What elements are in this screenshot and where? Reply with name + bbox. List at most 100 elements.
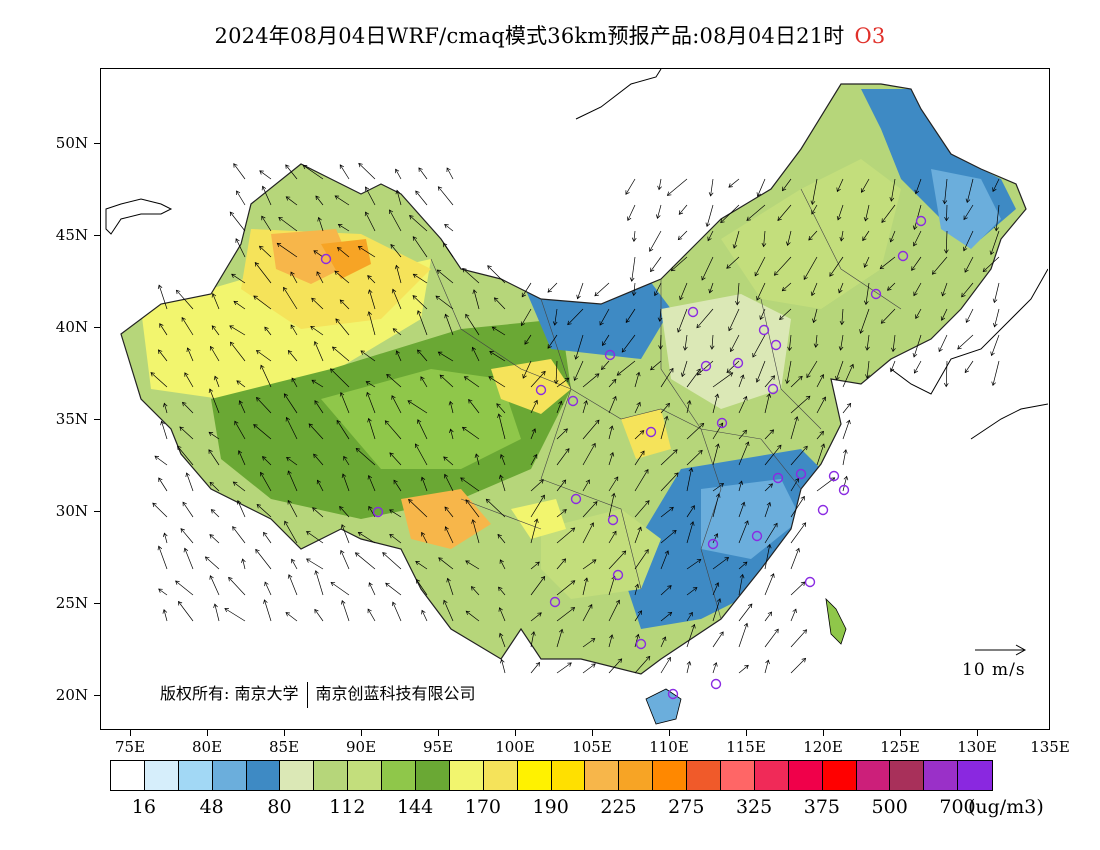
wind-arrowhead xyxy=(745,441,750,447)
wind-arrow xyxy=(547,334,558,349)
wind-arrow xyxy=(738,481,743,492)
wind-arrowhead xyxy=(364,211,370,217)
wind-arrowhead xyxy=(157,284,163,290)
wind-arrow xyxy=(634,430,645,440)
wind-arrow xyxy=(892,334,896,352)
wind-arrowhead xyxy=(233,300,239,306)
wind-arrowhead xyxy=(696,323,701,329)
wind-arrow xyxy=(577,282,584,299)
colorbar-cell xyxy=(449,761,484,790)
wind-arrow xyxy=(385,582,402,596)
wind-arrow xyxy=(340,550,350,570)
wind-arrowhead xyxy=(759,315,764,321)
wind-arrowhead xyxy=(686,660,692,666)
wind-arrowhead xyxy=(794,416,799,421)
wind-arrow xyxy=(161,421,168,440)
wind-arrow xyxy=(733,230,740,249)
wind-arrow xyxy=(334,195,350,206)
wind-arrowhead xyxy=(408,499,413,504)
wind-arrowhead xyxy=(394,264,400,270)
wind-arrowhead xyxy=(286,457,291,462)
colorbar-label: 325 xyxy=(735,796,773,818)
wind-arrow xyxy=(782,282,792,292)
wind-arrowhead xyxy=(558,628,564,634)
wind-arrow xyxy=(634,584,639,596)
wind-arrowhead xyxy=(357,532,363,537)
map-frame[interactable] xyxy=(100,68,1050,730)
wind-arrowhead xyxy=(446,167,451,173)
wind-arrowhead xyxy=(931,270,937,275)
wind-arrow xyxy=(946,204,948,221)
wind-arrow xyxy=(842,420,850,440)
wind-arrow xyxy=(608,396,617,414)
wind-arrow xyxy=(911,256,922,271)
wind-arrow xyxy=(393,480,402,492)
wind-arrowhead xyxy=(747,603,753,609)
wind-arrow xyxy=(208,449,220,466)
wind-arrow xyxy=(389,509,402,518)
wind-arrow xyxy=(764,393,770,414)
wind-arrow xyxy=(159,323,168,336)
wind-arrow xyxy=(547,282,558,293)
wind-arrow xyxy=(938,334,948,352)
wind-arrow xyxy=(288,574,298,596)
station-marker xyxy=(758,324,770,336)
lon-label: 120E xyxy=(803,738,843,756)
wind-arrow xyxy=(686,661,691,674)
wind-arrow xyxy=(234,421,246,440)
wind-arrow xyxy=(660,416,668,440)
wind-arrow xyxy=(806,360,818,378)
wind-arrow xyxy=(365,186,376,206)
wind-arrowhead xyxy=(913,291,918,297)
wind-arrow xyxy=(233,301,246,310)
wind-arrowhead xyxy=(285,612,291,617)
wind-arrow xyxy=(314,341,324,362)
wind-arrow xyxy=(738,441,749,466)
wind-arrowhead xyxy=(367,275,372,280)
wind-arrowhead xyxy=(658,345,663,350)
wind-arrowhead xyxy=(420,476,426,482)
wind-arrow xyxy=(582,501,598,518)
wind-arrow xyxy=(582,479,590,492)
wind-arrow xyxy=(582,443,596,466)
wind-arrow xyxy=(602,334,610,346)
wind-arrowhead xyxy=(183,547,189,553)
wind-arrow xyxy=(421,477,428,492)
wind-arrowhead xyxy=(474,453,480,459)
wind-arrowhead xyxy=(591,442,596,448)
wind-arrowhead xyxy=(390,243,395,249)
wind-arrowhead xyxy=(611,492,616,498)
wind-arrow xyxy=(738,561,748,570)
wind-arrowhead xyxy=(965,198,971,204)
wind-arrowhead xyxy=(496,403,501,408)
wind-arrowhead xyxy=(913,369,919,374)
wind-arrowhead xyxy=(637,526,642,532)
wind-arrowhead xyxy=(407,400,413,405)
wind-arrow xyxy=(790,478,799,492)
wind-arrow xyxy=(786,360,792,384)
wind-arrowhead xyxy=(625,190,630,195)
wind-arrowhead xyxy=(343,455,348,461)
wind-arrow xyxy=(389,452,402,466)
wind-arrow xyxy=(686,368,701,388)
wind-arrow xyxy=(421,532,428,544)
wind-arrowhead xyxy=(961,292,966,298)
wind-arrow xyxy=(556,509,567,518)
wind-arrowhead xyxy=(640,450,645,456)
wind-arrowhead xyxy=(465,499,470,504)
wind-arrowhead xyxy=(446,577,451,583)
wind-arrowhead xyxy=(728,372,734,377)
wind-arrow xyxy=(158,477,168,492)
wind-arrowhead xyxy=(631,291,637,297)
wind-arrowhead xyxy=(229,341,235,347)
wind-arrowhead xyxy=(719,483,725,488)
wind-arrow xyxy=(312,507,324,518)
wind-arrowhead xyxy=(531,428,537,433)
wind-arrow xyxy=(965,308,974,323)
wind-arrowhead xyxy=(879,264,885,270)
wind-arrow xyxy=(754,256,766,277)
wind-arrowhead xyxy=(609,451,615,457)
wind-arrowhead xyxy=(233,163,238,168)
wind-arrowhead xyxy=(728,326,733,332)
wind-arrow xyxy=(341,524,350,544)
